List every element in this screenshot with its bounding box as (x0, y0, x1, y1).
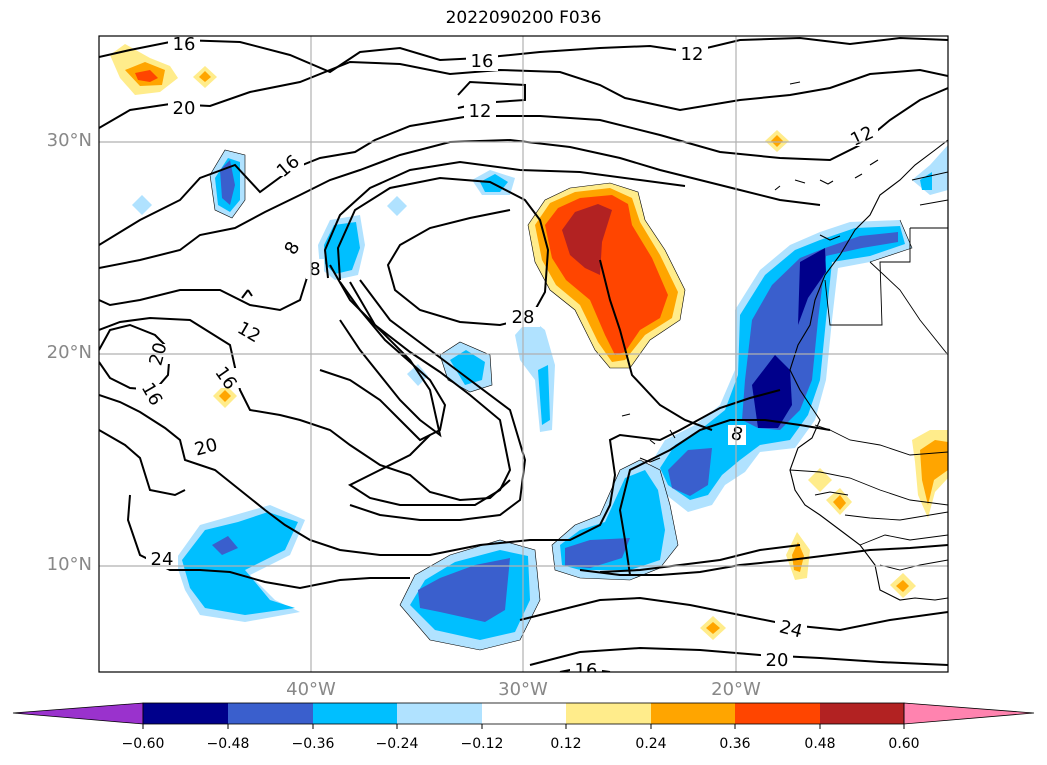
contour-label: 8 (729, 423, 745, 446)
colorbar-tick-label: −0.24 (375, 736, 419, 752)
contour-lines (99, 36, 948, 672)
colorbar-tick-label: −0.12 (460, 736, 504, 752)
colorbar-swatch (143, 703, 228, 724)
colorbar-tick-label: −0.60 (121, 736, 165, 752)
colorbar-swatch (820, 703, 904, 724)
colorbar-tick-label: 0.36 (719, 736, 751, 752)
contour-label: 24 (151, 549, 174, 570)
colorbar-tick-label: 0.12 (550, 736, 582, 752)
colorbar-swatch (566, 703, 651, 724)
colorbar-extend-high (903, 702, 1035, 725)
colorbar-tick-label: 0.24 (635, 736, 667, 752)
contour-label: 12 (681, 44, 704, 65)
colorbar-swatch (228, 703, 313, 724)
colorbar-swatch (397, 703, 482, 724)
borders (789, 171, 948, 571)
contour-label: 12 (469, 101, 492, 122)
colorbar-swatch (735, 703, 820, 724)
colorbar-swatch (651, 703, 735, 724)
lat-label: 30°N (46, 130, 92, 151)
map-area: 16 16 12 20 12 12 16 8 8 28 12 (99, 34, 948, 681)
colorbar (12, 702, 1035, 729)
colorbar-tick-label: −0.36 (291, 736, 335, 752)
lon-label: 20°W (711, 679, 761, 700)
colorbar-tick-label: 0.48 (804, 736, 836, 752)
map-title: 2022090200 F036 (445, 8, 602, 28)
lat-label: 20°N (46, 342, 92, 363)
shading-layer (110, 44, 948, 650)
colorbar-tick-label: −0.48 (206, 736, 250, 752)
contour-label: 20 (173, 98, 196, 119)
contour-label: 8 (309, 259, 320, 280)
contour-label: 16 (575, 660, 598, 681)
lat-label: 10°N (46, 554, 92, 575)
contour-label: 20 (766, 650, 789, 671)
contour-label: 16 (173, 34, 196, 55)
contour-label: 16 (471, 51, 494, 72)
colorbar-tick-label: 0.60 (888, 736, 920, 752)
shading-outlines (209, 149, 913, 651)
map-frame (98, 35, 949, 673)
colorbar-swatch (482, 703, 566, 724)
colorbar-swatch (313, 703, 397, 724)
lon-label: 30°W (498, 679, 548, 700)
lon-label: 40°W (286, 679, 336, 700)
gridlines (99, 36, 948, 672)
colorbar-extend-low (12, 702, 144, 725)
